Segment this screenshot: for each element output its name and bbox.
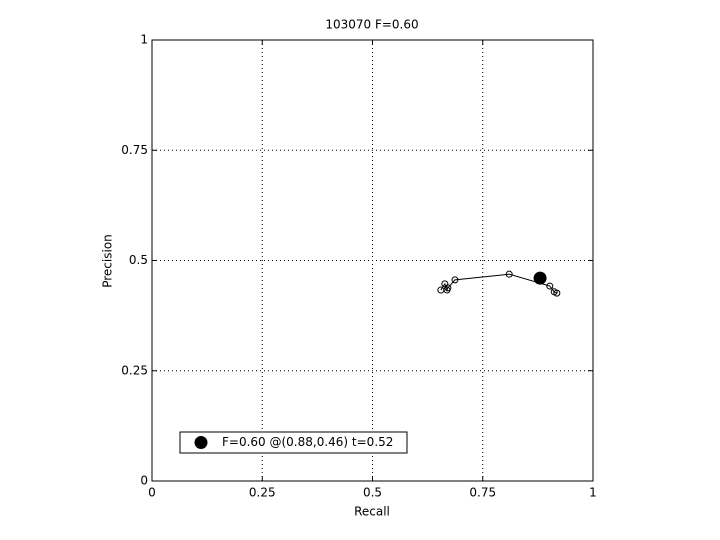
point (546, 282, 554, 290)
legend-label: F=0.60 @(0.88,0.46) t=0.52 (222, 435, 393, 449)
x-tick-label: 0.75 (469, 486, 496, 500)
point (553, 289, 561, 297)
x-tick-label: 1 (589, 486, 597, 500)
y-tick-label: 0.75 (121, 143, 148, 157)
y-tick-label: 1 (140, 33, 148, 47)
point (533, 271, 547, 285)
y-tick-label: 0 (140, 474, 148, 488)
plot-frame (151, 39, 594, 482)
legend-marker (194, 436, 208, 449)
y-tick-label: 0.25 (121, 363, 148, 377)
point (451, 276, 459, 284)
x-tick-label: 0 (148, 486, 156, 500)
chart-title: 103070 F=0.60 (325, 18, 418, 32)
legend-box (179, 431, 408, 454)
x-axis-label: Recall (354, 505, 390, 519)
point (444, 284, 452, 292)
y-tick-label: 0.5 (129, 253, 148, 267)
point (505, 270, 513, 278)
y-axis-label: Precision (101, 234, 115, 288)
x-tick-label: 0.25 (249, 486, 276, 500)
x-tick-label: 0.5 (363, 486, 382, 500)
